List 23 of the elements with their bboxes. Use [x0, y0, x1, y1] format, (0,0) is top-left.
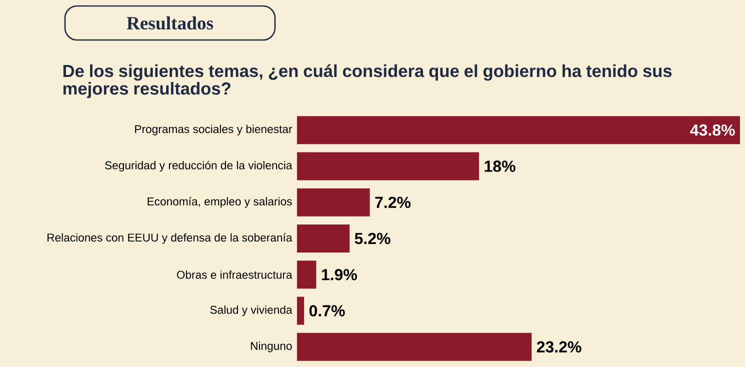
- data-label: 43.8%: [690, 124, 735, 136]
- data-label: 7.2%: [375, 196, 411, 208]
- y-tick-label: Economía, empleo y salarios: [148, 197, 292, 208]
- y-tick-label: Salud y vivienda: [210, 305, 292, 316]
- y-tick-label: Obras e infraestructura: [176, 270, 292, 279]
- bar: [297, 188, 370, 216]
- data-label: 1.9%: [322, 268, 357, 280]
- data-label: 18%: [484, 160, 516, 172]
- chart-subtitle: De los siguientes temas, ¿en cuál considera que el gobierno ha tenido sus mejores resultados?: [63, 64, 672, 98]
- y-tick-label: Programas sociales y bienestar: [135, 124, 292, 136]
- bar: [297, 332, 532, 361]
- bar: [297, 260, 316, 289]
- data-label: 0.7%: [309, 305, 345, 316]
- y-tick-label: Seguridad y reducción de la violencia: [105, 160, 292, 172]
- bar: [297, 152, 480, 180]
- bar: [297, 116, 740, 144]
- bar: [297, 224, 350, 252]
- chart-title: Resultados: [126, 16, 214, 30]
- data-label: 5.2%: [354, 232, 390, 244]
- y-tick-label: Ninguno: [251, 342, 292, 352]
- bar: [297, 296, 304, 325]
- data-label: 23.2%: [536, 341, 582, 353]
- y-tick-label: Relaciones con EEUU y defensa de la soberanía: [48, 233, 292, 244]
